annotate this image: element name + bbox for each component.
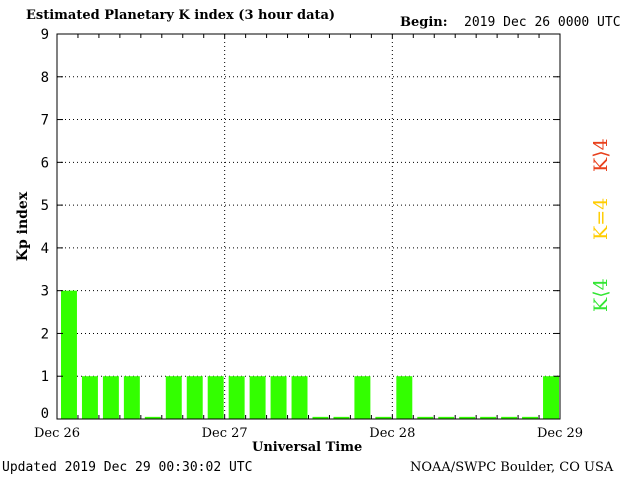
y-tick-label: 2 xyxy=(41,326,49,342)
kp-bar xyxy=(249,376,266,419)
x-tick-label: Dec 26 xyxy=(34,426,80,441)
kp-bar xyxy=(270,376,287,419)
y-tick-label: 8 xyxy=(41,70,49,86)
x-tick-label: Dec 27 xyxy=(202,426,248,441)
y-tick-label: 9 xyxy=(41,27,49,43)
credit-text: NOAA/SWPC Boulder, CO USA xyxy=(410,460,614,475)
y-tick-label: 6 xyxy=(41,155,49,171)
kp-bar xyxy=(543,376,559,419)
x-axis-label: Universal Time xyxy=(252,440,363,455)
kp-bar xyxy=(501,416,518,419)
kp-bar xyxy=(61,290,77,419)
kp-bar xyxy=(228,376,245,419)
chart-title: Estimated Planetary K index (3 hour data… xyxy=(26,8,336,23)
y-tick-label: 5 xyxy=(41,198,49,214)
kp-bar xyxy=(123,376,140,419)
y-tick-label: 4 xyxy=(41,241,49,257)
y-tick-label: 3 xyxy=(41,284,49,300)
kp-bar xyxy=(312,416,329,419)
kp-bar xyxy=(354,376,371,419)
kp-bar xyxy=(81,376,98,419)
legend-k-below-4: K⟨4 xyxy=(590,278,612,312)
kp-bar xyxy=(459,416,476,419)
kp-bar xyxy=(375,416,392,419)
kp-bar xyxy=(102,376,119,419)
kp-bar xyxy=(144,416,161,419)
begin-label: Begin: xyxy=(400,15,448,30)
legend-k-equal-4: K=4 xyxy=(590,197,612,240)
kp-bar xyxy=(522,416,539,419)
kp-bar xyxy=(291,376,308,419)
x-tick-label: Dec 29 xyxy=(537,426,583,441)
kp-bar xyxy=(480,416,497,419)
begin-value: 2019 Dec 26 0000 UTC xyxy=(464,15,621,30)
kp-bar xyxy=(333,416,350,419)
y-tick-label: 0 xyxy=(41,406,49,422)
kp-bar xyxy=(438,416,455,419)
kp-bar xyxy=(396,376,413,419)
y-tick-label: 7 xyxy=(41,113,49,129)
kp-bar xyxy=(186,376,203,419)
kp-bar xyxy=(165,376,182,419)
kp-bar xyxy=(207,376,224,419)
legend-k-above-4: K⟩4 xyxy=(590,138,612,172)
y-tick-label: 1 xyxy=(41,369,49,385)
plot-frame xyxy=(56,33,561,420)
x-tick-label: Dec 28 xyxy=(369,426,415,441)
y-axis-label: Kp index xyxy=(15,191,31,261)
updated-timestamp: Updated 2019 Dec 29 00:30:02 UTC xyxy=(2,460,253,475)
kp-bar xyxy=(417,416,434,419)
